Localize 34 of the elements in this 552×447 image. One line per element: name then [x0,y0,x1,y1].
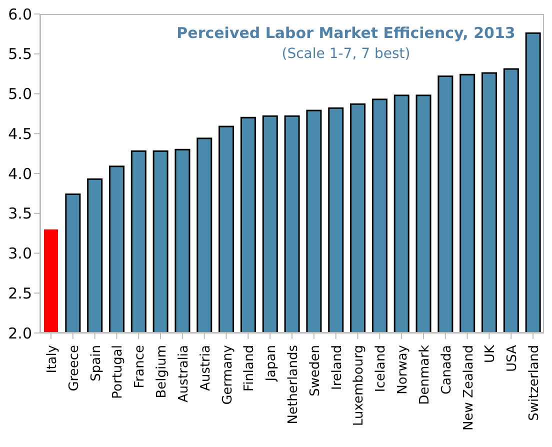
x-tick-label: Iceland [374,345,389,392]
y-tick-label: 5.5 [8,45,32,64]
x-tick-label: Ireland [330,345,345,390]
y-tick-label: 3.5 [8,204,32,223]
y-tick-label: 4.5 [8,124,32,143]
y-tick-label: 2.0 [8,324,32,342]
x-tick-label: Finland [242,345,258,392]
x-tick-label: Spain [88,345,104,382]
x-tick-label: Japan [264,345,280,382]
x-tick-label: Canada [439,345,454,394]
x-tick-label: Luxembourg [352,345,367,426]
x-tick-label: Belgium [154,345,170,398]
y-tick-label: 4.0 [8,164,32,183]
x-tick-label: New Zealand [461,345,476,430]
x-tick-label: Greece [66,345,82,392]
x-tick-label: Italy [44,344,60,374]
x-tick-label: Australia [176,345,192,403]
y-tick-label: 6.0 [8,5,32,24]
x-tick-label: Denmark [417,344,432,405]
x-tick-label: France [132,345,148,388]
x-tick-label: Netherlands [286,344,301,424]
y-tick-label: 3.0 [8,244,32,263]
x-tick-label: Switzerland [527,345,542,421]
y-tick-label: 2.5 [8,284,32,302]
x-tick-label: Norway [396,344,411,394]
text: (Scale 1-7, 7 best) [280,46,412,62]
x-tick-label: USA [505,344,520,372]
x-tick-label: Austria [198,345,214,391]
y-tick-label: 5.0 [8,85,32,104]
x-tick-label: Germany [220,344,236,405]
x-tick-label: UK [483,344,498,364]
x-tick-label: Portugal [110,345,126,399]
x-tick-label: Sweden [308,345,323,396]
text: Perceived Labor Market Efficiency, 2013 [176,24,516,42]
